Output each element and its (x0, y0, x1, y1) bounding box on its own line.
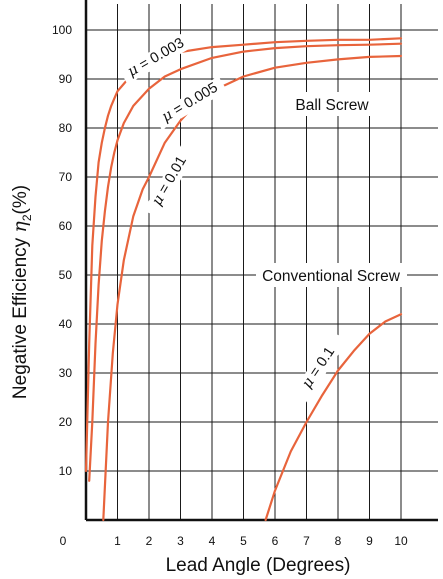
y-axis-title-main: Negative Efficiency (10, 233, 31, 400)
tick-labels: 0 1 2 3 4 5 6 7 8 9 10 10 20 30 40 50 60 70 80 90 100 (52, 23, 408, 548)
grid (86, 4, 438, 520)
y-tick-label-10: 10 (59, 464, 73, 478)
y-tick-label-70: 70 (59, 170, 73, 184)
conventional-screw-label: Conventional Screw (262, 268, 401, 285)
ball-screw-label: Ball Screw (295, 97, 369, 114)
friction-value: = 0.005 (167, 80, 221, 121)
y-tick-label-40: 40 (59, 317, 73, 331)
x-tick-label-1: 1 (114, 534, 121, 548)
y-tick-label-60: 60 (59, 219, 73, 233)
x-tick-label-7: 7 (303, 534, 310, 548)
series-label-text-3: μ = 0.1 (299, 344, 338, 391)
y-tick-label-50: 50 (59, 268, 73, 282)
y-axis-title-subscript: 2 (20, 214, 34, 221)
x-tick-label-10: 10 (394, 534, 408, 548)
series-label-1: μ = 0.005 (153, 76, 228, 130)
series-line-2 (102, 54, 403, 522)
y-tick-label-30: 30 (59, 366, 73, 380)
y-tick-label-80: 80 (59, 121, 73, 135)
x-tick-label-6: 6 (272, 534, 279, 548)
y-tick-label-100: 100 (52, 23, 72, 37)
series-label-bg-1 (153, 76, 228, 130)
x-tick-label-9: 9 (366, 534, 373, 548)
x-tick-label-8: 8 (335, 534, 342, 548)
series-label-2: μ = 0.01 (143, 144, 197, 219)
y-axis-title-symbol: η (9, 221, 31, 233)
x-tick-label-0: 0 (60, 534, 67, 548)
y-axis-title: Negative Efficiency η2(%) (9, 185, 34, 399)
y-tick-label-90: 90 (59, 72, 73, 86)
series-label-0: μ = 0.003 (119, 31, 194, 85)
series-lines (84, 37, 403, 522)
x-axis-title: Lead Angle (Degrees) (166, 555, 351, 576)
y-tick-label-20: 20 (59, 415, 73, 429)
svg-text:Negative Efficiency η2(%): Negative Efficiency η2(%) (9, 185, 34, 399)
x-tick-label-3: 3 (177, 534, 184, 548)
series-label-text-1: μ = 0.005 (159, 80, 221, 126)
x-tick-label-2: 2 (146, 534, 153, 548)
conventional-screw-label-bg (256, 263, 407, 287)
series-label-bg-2 (143, 144, 197, 219)
series-line-1 (88, 42, 403, 482)
axes (84, 0, 438, 522)
ball-screw-label-bg (288, 92, 376, 116)
series-label-bg-3 (290, 331, 348, 405)
y-axis-title-unit: (%) (10, 185, 31, 215)
x-tick-label-5: 5 (240, 534, 247, 548)
series-label-bg-0 (119, 31, 194, 85)
series-line-3 (264, 313, 403, 522)
series-label-text-0: μ = 0.003 (125, 35, 187, 80)
x-tick-label-4: 4 (209, 534, 216, 548)
